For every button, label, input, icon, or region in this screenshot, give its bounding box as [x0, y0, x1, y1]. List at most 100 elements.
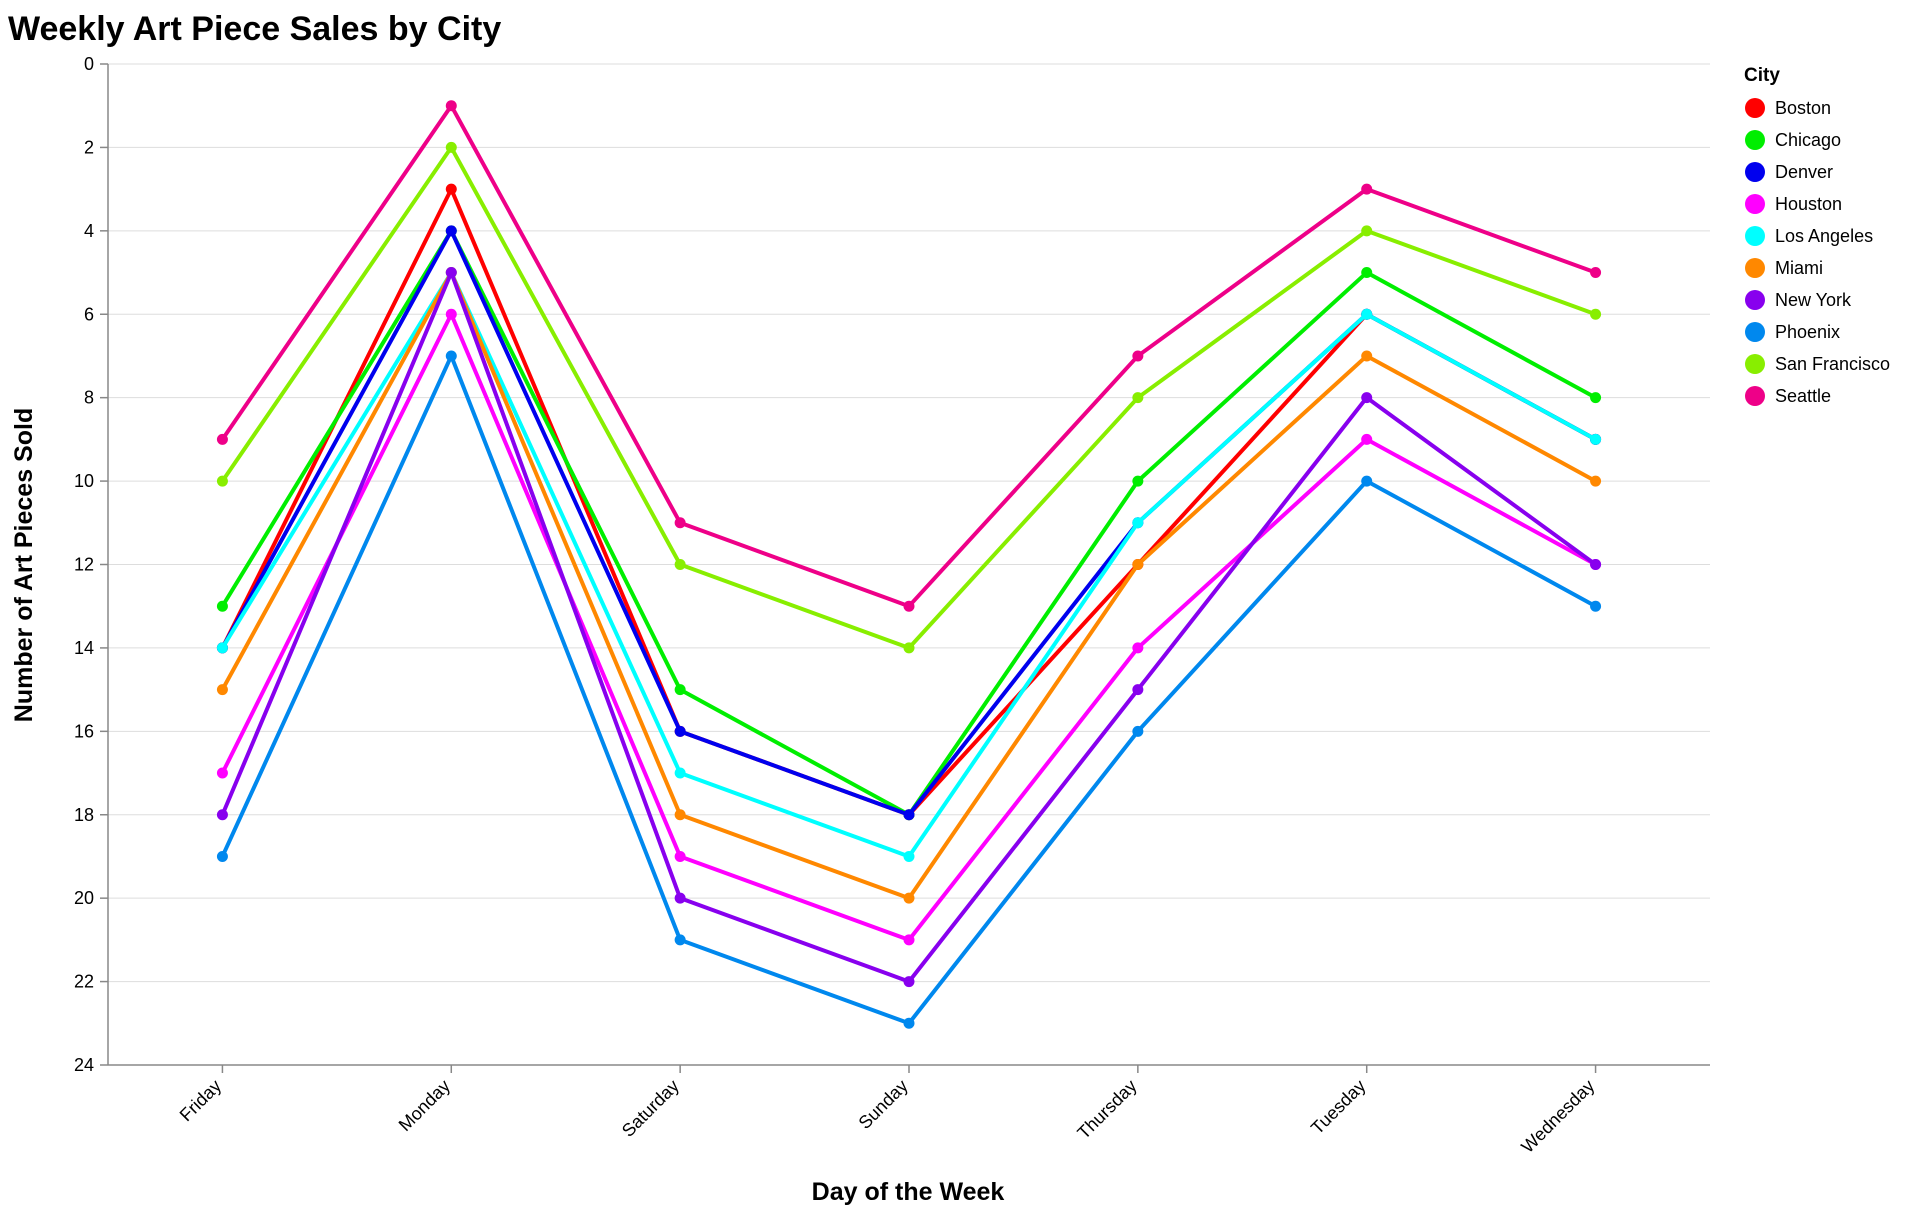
- data-point: [1361, 392, 1373, 404]
- y-tick-label: 6: [84, 304, 94, 324]
- data-point: [1132, 475, 1144, 487]
- legend-item: Los Angeles: [1745, 226, 1873, 246]
- data-point: [1132, 642, 1144, 654]
- legend: City Boston Chicago Denver Houston Los Angel…: [1744, 65, 1890, 406]
- data-point: [445, 350, 457, 362]
- legend-label: San Francisco: [1775, 354, 1890, 374]
- x-tick-label: Tuesday: [1307, 1076, 1369, 1138]
- legend-item: Denver: [1745, 162, 1833, 182]
- data-point: [445, 267, 457, 279]
- data-point: [674, 809, 686, 821]
- data-point: [445, 141, 457, 153]
- legend-swatch: [1745, 386, 1765, 406]
- data-point: [674, 892, 686, 904]
- data-point: [903, 809, 915, 821]
- y-tick-label: 10: [74, 471, 94, 491]
- data-point: [1361, 475, 1373, 487]
- series-houston: [216, 308, 1602, 946]
- series-line: [220, 353, 1597, 1026]
- legend-swatch: [1745, 322, 1765, 342]
- data-point: [1361, 267, 1373, 279]
- data-point: [903, 642, 915, 654]
- x-axis-title: Day of the Week: [812, 1178, 1005, 1206]
- data-point: [1132, 559, 1144, 570]
- legend-label: Boston: [1775, 98, 1831, 118]
- gridlines: [108, 63, 1710, 1066]
- data-point: [216, 767, 228, 779]
- series-seattle: [216, 100, 1602, 612]
- data-point: [674, 767, 686, 779]
- legend-label: Los Angeles: [1775, 226, 1873, 246]
- data-point: [674, 850, 686, 862]
- data-point: [1590, 600, 1602, 612]
- y-tick-label: 24: [74, 1055, 94, 1075]
- x-tick-label: Friday: [176, 1076, 226, 1126]
- legend-item: San Francisco: [1745, 354, 1890, 374]
- legend-item: Miami: [1745, 258, 1823, 278]
- data-point: [1361, 433, 1373, 445]
- data-point: [216, 684, 228, 696]
- x-tick-label: Wednesday: [1517, 1076, 1598, 1157]
- data-point: [903, 850, 915, 862]
- data-point: [216, 433, 228, 445]
- data-point: [216, 809, 228, 821]
- data-point: [674, 684, 686, 696]
- data-point: [1132, 350, 1144, 362]
- data-point: [1590, 559, 1602, 570]
- legend-swatch: [1745, 354, 1765, 374]
- data-point: [1132, 725, 1144, 737]
- y-tick-label: 14: [74, 638, 94, 658]
- y-tick-label: 4: [84, 221, 94, 241]
- y-tick-label: 22: [74, 972, 94, 992]
- data-point: [1361, 183, 1373, 195]
- legend-swatch: [1745, 98, 1765, 118]
- y-tick-label: 16: [74, 721, 94, 741]
- data-point: [1361, 350, 1373, 362]
- data-point: [674, 725, 686, 737]
- legend-swatch: [1745, 290, 1765, 310]
- y-tick-label: 8: [84, 388, 94, 408]
- legend-swatch: [1745, 226, 1765, 246]
- y-tick-label: 20: [74, 888, 94, 908]
- legend-label: Chicago: [1775, 130, 1841, 150]
- legend-label: Seattle: [1775, 386, 1831, 406]
- data-point: [216, 600, 228, 612]
- legend-item: Chicago: [1745, 130, 1841, 150]
- data-point: [1590, 433, 1602, 445]
- y-tick-label: 0: [84, 54, 94, 74]
- x-tick-label: Thursday: [1073, 1076, 1140, 1143]
- legend-label: Denver: [1775, 162, 1833, 182]
- legend-label: Houston: [1775, 194, 1842, 214]
- legend-label: Phoenix: [1775, 322, 1840, 342]
- legend-label: Miami: [1775, 258, 1823, 278]
- data-point: [1132, 392, 1144, 404]
- x-tick-label: Monday: [395, 1076, 454, 1135]
- y-tick-label: 2: [84, 137, 94, 157]
- data-point: [216, 642, 228, 654]
- data-point: [1590, 475, 1602, 487]
- legend-swatch: [1745, 162, 1765, 182]
- series-line: [220, 270, 1597, 984]
- legend-item: New York: [1745, 290, 1852, 310]
- chart-title: Weekly Art Piece Sales by City: [8, 10, 501, 48]
- data-point: [445, 225, 457, 237]
- legend-item: Houston: [1745, 194, 1842, 214]
- x-tick-label: Saturday: [618, 1076, 683, 1141]
- legend-swatch: [1745, 194, 1765, 214]
- data-point: [1590, 267, 1602, 279]
- series-group: [216, 100, 1602, 1029]
- data-point: [216, 850, 228, 862]
- series-new-york: [216, 267, 1602, 988]
- legend-label: New York: [1775, 290, 1852, 310]
- legend-swatch: [1745, 130, 1765, 150]
- data-point: [903, 1017, 915, 1029]
- y-tick-label: 18: [74, 805, 94, 825]
- data-point: [1361, 225, 1373, 237]
- data-point: [216, 475, 228, 487]
- data-point: [1361, 308, 1373, 320]
- data-point: [903, 934, 915, 946]
- y-tick-label: 12: [74, 555, 94, 575]
- data-point: [903, 600, 915, 612]
